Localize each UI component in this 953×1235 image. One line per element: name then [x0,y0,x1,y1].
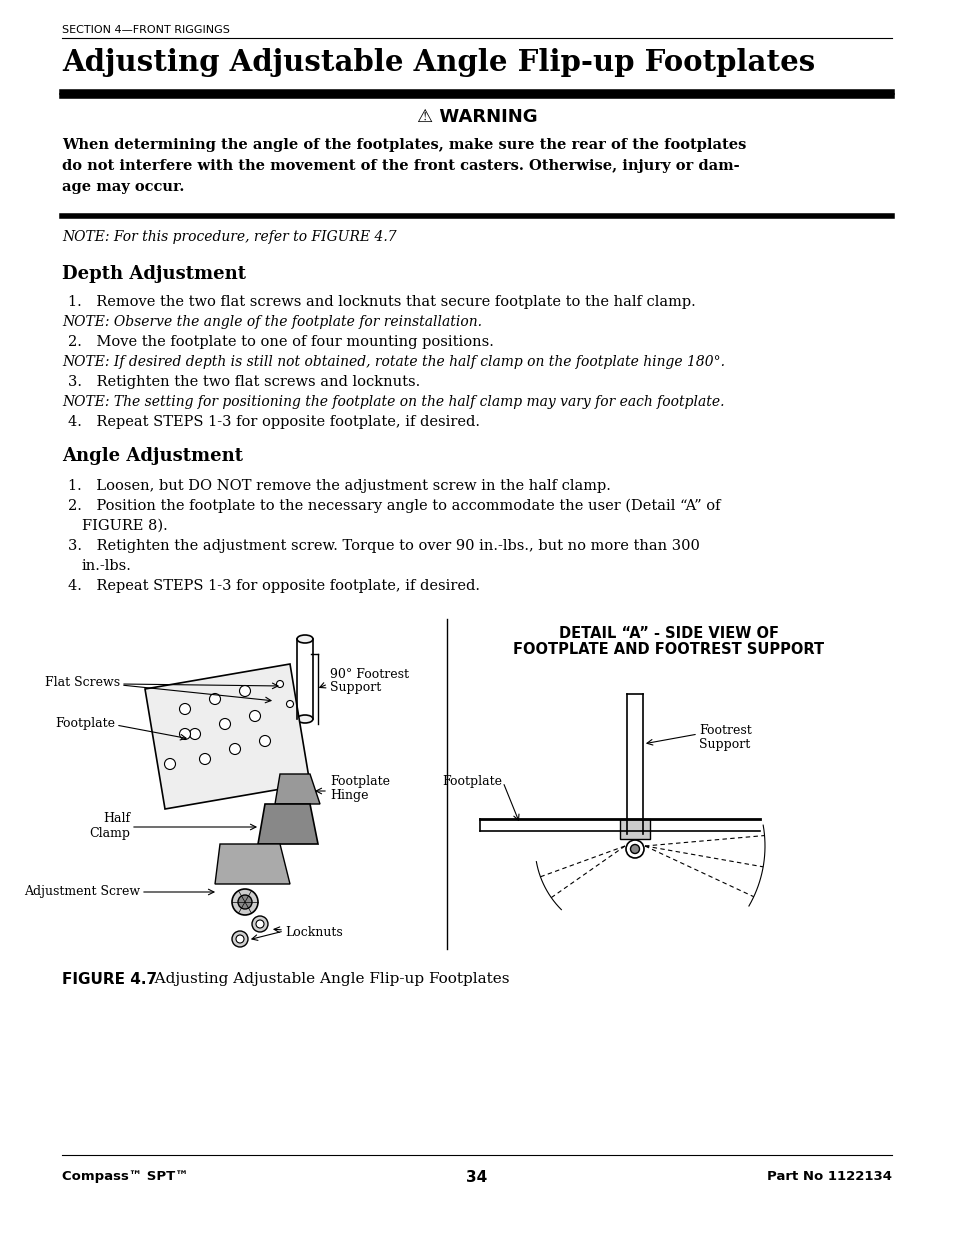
Ellipse shape [296,635,313,643]
Text: 4. Repeat STEPS 1-3 for opposite footplate, if desired.: 4. Repeat STEPS 1-3 for opposite footpla… [68,415,479,429]
Circle shape [199,753,211,764]
Text: FIGURE 8).: FIGURE 8). [82,519,168,534]
Circle shape [179,704,191,715]
Text: ⚠ WARNING: ⚠ WARNING [416,107,537,126]
Text: Footplate: Footplate [330,776,390,788]
Text: do not interfere with the movement of the front casters. Otherwise, injury or da: do not interfere with the movement of th… [62,159,739,173]
Text: Support: Support [699,739,749,751]
Text: 90° Footrest: 90° Footrest [330,667,409,680]
Circle shape [259,736,271,746]
Ellipse shape [296,715,313,722]
Circle shape [286,700,294,708]
Circle shape [237,895,252,909]
Circle shape [239,685,251,697]
Text: 1. Remove the two flat screws and locknuts that secure footplate to the half cla: 1. Remove the two flat screws and locknu… [68,295,695,309]
Polygon shape [274,774,319,804]
Text: Adjustment Screw: Adjustment Screw [24,885,140,899]
Text: When determining the angle of the footplates, make sure the rear of the footplat: When determining the angle of the footpl… [62,138,745,152]
Circle shape [179,729,191,740]
Text: Adjusting Adjustable Angle Flip-up Footplates: Adjusting Adjustable Angle Flip-up Footp… [62,48,815,77]
Circle shape [232,889,257,915]
Circle shape [250,710,260,721]
Circle shape [219,719,231,730]
Text: Hinge: Hinge [330,789,368,803]
Text: FOOTPLATE AND FOOTREST SUPPORT: FOOTPLATE AND FOOTREST SUPPORT [513,642,823,657]
Text: age may occur.: age may occur. [62,180,184,194]
Text: FIGURE 4.7: FIGURE 4.7 [62,972,157,987]
Circle shape [232,931,248,947]
Text: Part No 1122134: Part No 1122134 [766,1170,891,1183]
Text: Half: Half [103,813,130,825]
Text: Depth Adjustment: Depth Adjustment [62,266,246,283]
Circle shape [255,920,264,927]
Text: Footplate: Footplate [55,718,115,730]
Circle shape [230,743,240,755]
Text: Locknuts: Locknuts [285,925,342,939]
Circle shape [276,680,283,688]
Polygon shape [145,664,310,809]
Text: 4. Repeat STEPS 1-3 for opposite footplate, if desired.: 4. Repeat STEPS 1-3 for opposite footpla… [68,579,479,593]
Text: Footplate: Footplate [441,776,501,788]
Bar [619,819,649,839]
Text: NOTE: If desired depth is still not obtained, rotate the half clamp on the footp: NOTE: If desired depth is still not obta… [62,354,724,369]
Circle shape [164,758,175,769]
Circle shape [625,840,643,858]
Text: Compass™ SPT™: Compass™ SPT™ [62,1170,189,1183]
Text: SECTION 4—FRONT RIGGINGS: SECTION 4—FRONT RIGGINGS [62,25,230,35]
Text: Angle Adjustment: Angle Adjustment [62,447,243,466]
Text: NOTE: The setting for positioning the footplate on the half clamp may vary for e: NOTE: The setting for positioning the fo… [62,395,723,409]
Circle shape [190,729,200,740]
Polygon shape [214,844,290,884]
Text: Footrest: Footrest [699,724,751,737]
Text: in.-lbs.: in.-lbs. [82,559,132,573]
Text: Clamp: Clamp [89,826,130,840]
Circle shape [235,935,244,944]
Circle shape [210,694,220,704]
Text: 2. Move the footplate to one of four mounting positions.: 2. Move the footplate to one of four mou… [68,335,494,350]
Text: NOTE: Observe the angle of the footplate for reinstallation.: NOTE: Observe the angle of the footplate… [62,315,481,329]
Text: 3. Retighten the adjustment screw. Torque to over 90 in.-lbs., but no more than : 3. Retighten the adjustment screw. Torqu… [68,538,700,553]
Text: 34: 34 [466,1170,487,1186]
Circle shape [252,916,268,932]
Text: 1. Loosen, but DO NOT remove the adjustment screw in the half clamp.: 1. Loosen, but DO NOT remove the adjustm… [68,479,610,493]
Circle shape [630,845,639,853]
Text: Support: Support [330,682,381,694]
Text: Flat Screws: Flat Screws [45,676,120,688]
Text: Adjusting Adjustable Angle Flip-up Footplates: Adjusting Adjustable Angle Flip-up Footp… [140,972,509,986]
Text: 3. Retighten the two flat screws and locknuts.: 3. Retighten the two flat screws and loc… [68,375,420,389]
Text: 2. Position the footplate to the necessary angle to accommodate the user (Detail: 2. Position the footplate to the necessa… [68,499,720,514]
Text: NOTE: For this procedure, refer to FIGURE 4.7: NOTE: For this procedure, refer to FIGUR… [62,230,396,245]
Text: DETAIL “A” - SIDE VIEW OF: DETAIL “A” - SIDE VIEW OF [558,626,779,641]
Polygon shape [257,804,317,844]
